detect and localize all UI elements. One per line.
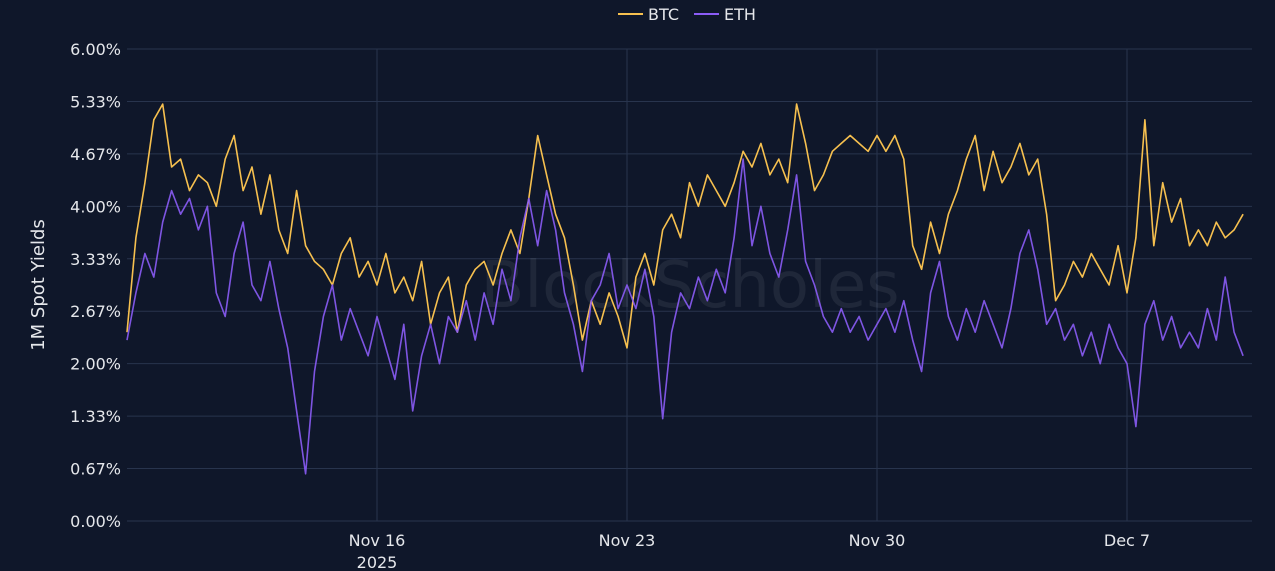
y-tick-label: 6.00% [70, 40, 121, 59]
grid [127, 48, 1252, 522]
legend-label-eth: ETH [724, 5, 756, 24]
series-line-eth [126, 158, 1244, 475]
x-axis-ticks: Nov 16 2025 Nov 23 Nov 30 Dec 7 [349, 531, 1150, 571]
y-tick-label: 0.00% [70, 512, 121, 531]
x-tick-label: Nov 23 [599, 531, 656, 550]
y-tick-label: 4.00% [70, 197, 121, 216]
y-tick-label: 3.33% [70, 250, 121, 269]
series-line-btc [126, 103, 1244, 349]
watermark: BlockScholes [480, 249, 899, 323]
legend-item-eth[interactable]: ETH [694, 5, 756, 24]
x-tick-year-label: 2025 [357, 553, 398, 571]
legend-item-btc[interactable]: BTC [618, 5, 679, 24]
legend: BTC ETH [618, 5, 756, 24]
y-tick-label: 5.33% [70, 92, 121, 111]
y-tick-label: 2.67% [70, 302, 121, 321]
y-tick-label: 2.00% [70, 355, 121, 374]
x-tick-label: Dec 7 [1104, 531, 1150, 550]
y-axis-title: 1M Spot Yields [28, 219, 49, 351]
x-tick-label: Nov 16 [349, 531, 406, 550]
x-tick-label: Nov 30 [849, 531, 906, 550]
y-tick-label: 1.33% [70, 407, 121, 426]
y-axis-ticks: 0.00% 0.67% 1.33% 2.00% 2.67% 3.33% 4.00% 4.67%… [70, 40, 121, 531]
y-tick-label: 0.67% [70, 460, 121, 479]
y-tick-label: 4.67% [70, 145, 121, 164]
legend-label-btc: BTC [648, 5, 679, 24]
series-layer [126, 103, 1244, 475]
